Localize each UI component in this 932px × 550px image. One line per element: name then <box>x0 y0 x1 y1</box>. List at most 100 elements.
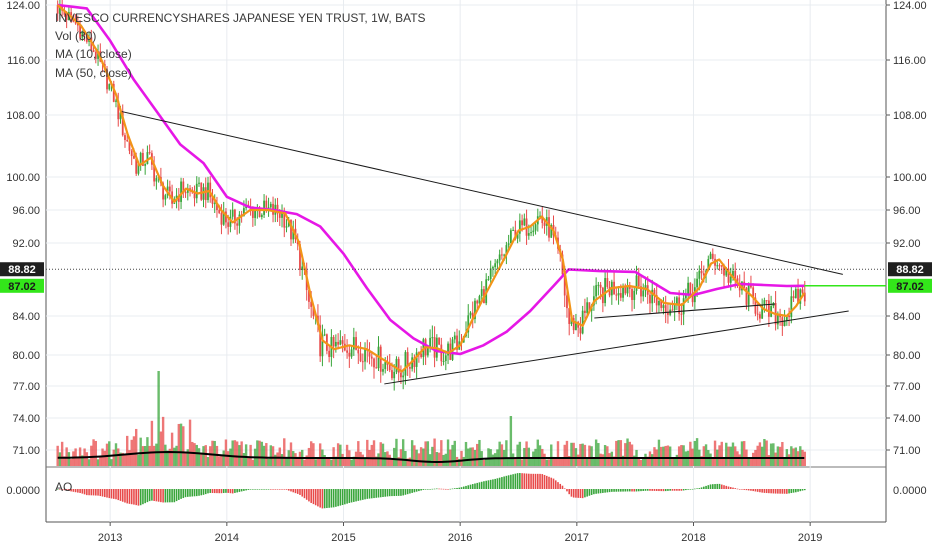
left-tick-label: 100.00 <box>6 172 40 184</box>
right-tick-label: 77.00 <box>893 381 921 393</box>
ao-bar <box>220 489 223 494</box>
volume-bar <box>314 459 317 466</box>
ao-bar <box>741 489 743 490</box>
candle-body <box>285 226 288 228</box>
volume-bar <box>422 448 425 466</box>
volume-bar <box>69 459 73 466</box>
ao-bar <box>561 485 564 489</box>
ao-bar <box>415 489 418 492</box>
ao-bar <box>723 485 725 489</box>
ao-bar <box>734 488 737 489</box>
candle-body <box>734 270 737 279</box>
candle-body <box>299 244 301 270</box>
ao-bar <box>554 480 557 489</box>
volume-bar <box>507 457 510 466</box>
candle-body <box>720 265 723 267</box>
time-tick-label: 2015 <box>331 532 355 544</box>
right-tick-label: 84.00 <box>893 311 921 323</box>
volume-bar <box>265 443 268 466</box>
ao-bar <box>480 481 483 489</box>
ao-bar <box>736 488 739 490</box>
ao-bar <box>516 473 519 489</box>
ao-bar <box>171 489 173 503</box>
ao-bar <box>447 489 449 490</box>
ao-bar <box>411 489 413 493</box>
volume-bar <box>633 455 636 466</box>
candle-body <box>604 278 607 304</box>
ao-bar <box>402 489 404 496</box>
candle-body <box>539 215 541 217</box>
candle-body <box>108 84 111 90</box>
ao-bar <box>568 489 571 495</box>
left-tick-label: 124.00 <box>6 0 40 12</box>
time-axis: 2013 2014 2015 2016 2017 2018 2019 <box>98 522 822 544</box>
candle-body <box>65 14 68 20</box>
ao-bar <box>195 489 198 497</box>
candle-body <box>202 187 205 200</box>
ao-bar <box>290 489 292 492</box>
candle-body <box>779 314 782 318</box>
ao-bar <box>579 489 582 498</box>
volume-bar <box>482 459 486 466</box>
volume-bar <box>202 446 205 466</box>
volume-bar <box>143 446 147 466</box>
ao-bar <box>267 489 270 490</box>
ao-bar <box>519 473 521 489</box>
volume-bar <box>415 449 418 466</box>
ao-bar <box>471 484 474 489</box>
ao-bar <box>680 489 683 491</box>
volume-bar <box>743 441 746 466</box>
candle-body <box>617 293 620 296</box>
ao-bar <box>606 489 609 493</box>
volume-bar <box>720 441 723 466</box>
candle-body <box>732 270 734 277</box>
volume-bar <box>137 454 140 466</box>
volume-bar <box>408 457 412 466</box>
volume-bar <box>177 423 181 466</box>
volume-bar <box>330 459 333 466</box>
candle-body <box>444 355 447 361</box>
ao-bar <box>635 489 638 492</box>
candle-body <box>649 294 651 304</box>
volume-bar <box>471 447 474 466</box>
ao-bar <box>204 489 207 495</box>
volume-bar <box>704 444 708 466</box>
volume-bar <box>345 444 349 466</box>
chart-legend: INVESCO CURRENCYSHARES JAPANESE YEN TRUS… <box>55 11 426 494</box>
volume-bar <box>249 444 252 466</box>
left-tick-label: 71.00 <box>12 445 40 457</box>
volume-bar <box>247 456 250 466</box>
candle-body <box>395 358 398 372</box>
volume-bar <box>258 440 261 466</box>
candle-body <box>718 265 721 267</box>
volume-bar <box>588 445 591 466</box>
volume-bar <box>226 451 230 466</box>
candle-body <box>759 314 761 319</box>
ao-bar <box>433 488 436 490</box>
ao-bar <box>388 489 391 497</box>
volume-bar <box>152 445 156 466</box>
volume-bar <box>332 447 335 466</box>
right-tick-label: 74.00 <box>893 413 921 425</box>
ao-bar <box>429 489 431 490</box>
volume-bar <box>426 441 430 466</box>
volume-bar <box>550 444 553 466</box>
ao-bar <box>79 489 81 493</box>
candle-body <box>691 294 694 303</box>
ao-bar <box>106 489 108 498</box>
candle-body <box>503 254 506 256</box>
ao-bar <box>765 489 768 494</box>
ao-bar <box>550 477 553 489</box>
volume-bar <box>58 452 62 466</box>
volume-bar <box>363 457 367 466</box>
ao-bar <box>539 473 541 489</box>
candle-body <box>797 288 799 304</box>
volume-bar <box>774 452 777 466</box>
ao-bar <box>431 488 434 490</box>
volume-bar <box>568 455 571 466</box>
volume-bar <box>749 459 753 466</box>
ao-bar <box>61 489 63 490</box>
volume-bar <box>303 459 306 466</box>
candle-body <box>319 325 322 357</box>
